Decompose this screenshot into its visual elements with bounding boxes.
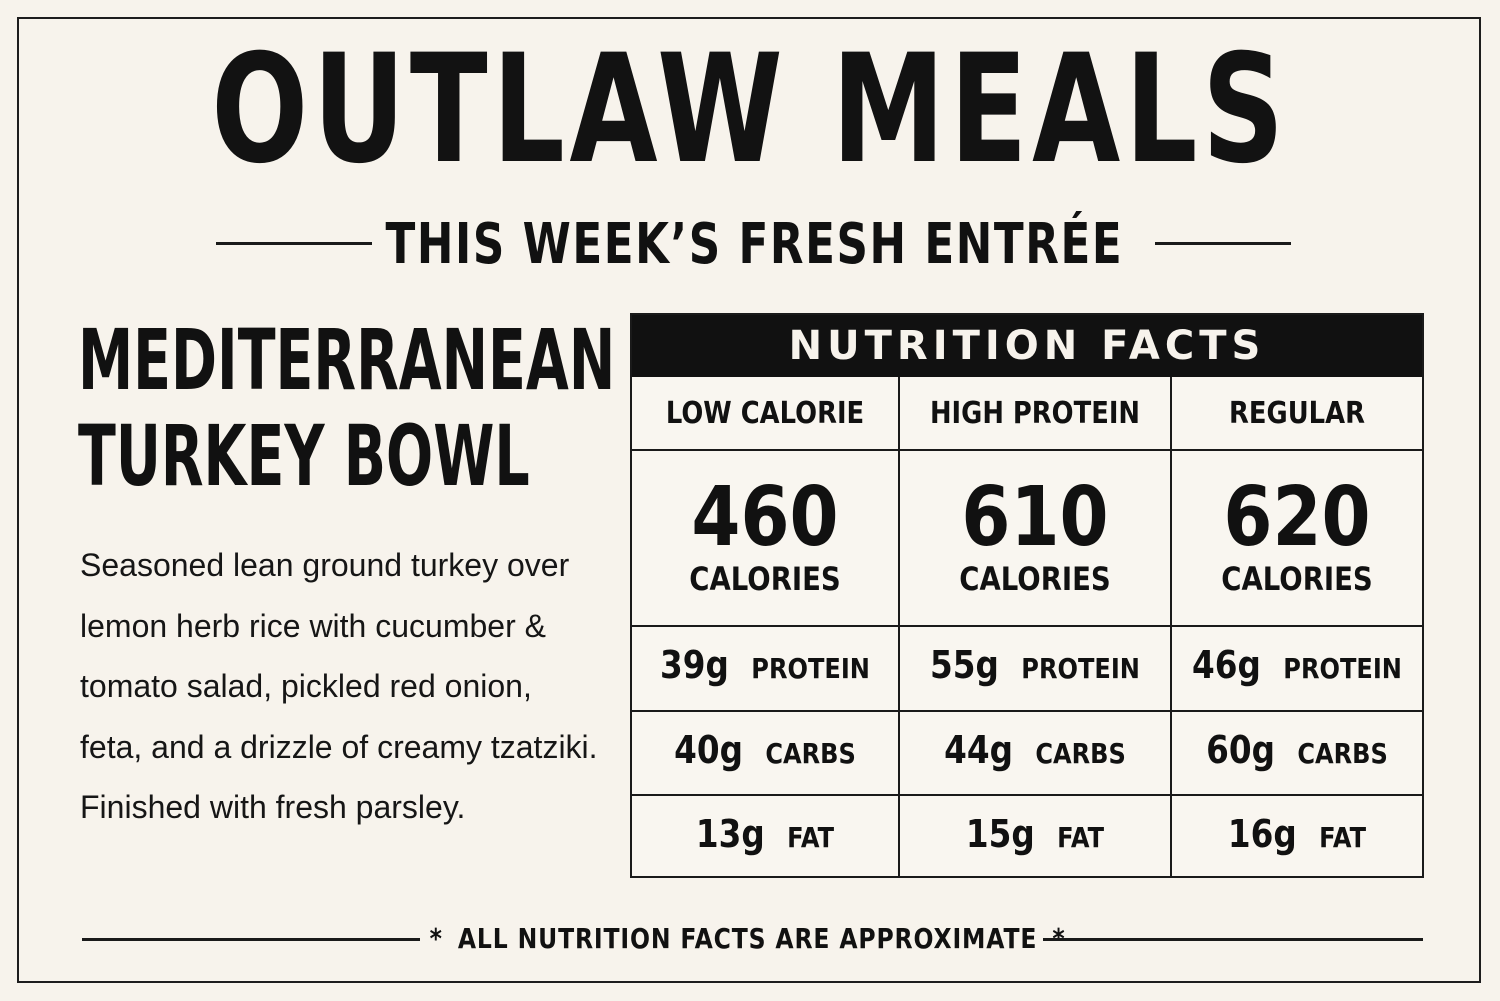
grid-rule-calories [632,625,1422,627]
footer-rule-left [82,938,420,941]
protein-high-protein: 55g PROTEIN [919,643,1151,687]
carbs-label: CARBS [1297,737,1388,770]
footer: *ALL NUTRITION FACTS ARE APPROXIMATE* [0,915,1500,963]
nutrition-table: NUTRITION FACTS LOW CALORIE 460 CALORIES… [630,313,1424,878]
grid-rule-head [632,449,1422,451]
carbs-amount: 40g [674,728,743,772]
grid-rule-protein [632,710,1422,712]
carbs-label: CARBS [1035,737,1126,770]
subtitle: THIS WEEK’S FRESH ENTRÉE [385,212,1124,277]
column-header-high-protein: HIGH PROTEIN [929,396,1141,431]
card-border [17,17,1481,983]
footer-note-line: *ALL NUTRITION FACTS ARE APPROXIMATE* [118,915,1378,963]
calories-value-regular: 620 [1223,470,1371,565]
fat-label: FAT [787,821,835,854]
fat-label: FAT [1319,821,1367,854]
protein-regular: 46g PROTEIN [1190,643,1405,687]
subtitle-rule-left [216,242,372,245]
fat-high-protein: 15g FAT [919,812,1151,856]
subtitle-row: THIS WEEK’S FRESH ENTRÉE [0,210,1500,280]
calories-label-regular: CALORIES [1221,560,1373,598]
fat-low-calorie: 13g FAT [651,812,880,856]
meal-description: Seasoned lean ground turkey over lemon h… [80,547,598,825]
protein-low-calorie: 39g PROTEIN [651,643,880,687]
fat-amount: 15g [965,812,1035,856]
fat-amount: 16g [1227,812,1297,856]
fat-amount: 13g [695,812,765,856]
footer-rule-right [1043,938,1423,941]
protein-label: PROTEIN [751,652,870,685]
meal-name: MEDITERRANEAN TURKEY BOWL [78,311,616,505]
carbs-label: CARBS [765,737,856,770]
nutrition-title: NUTRITION FACTS [632,315,1422,377]
carbs-amount: 60g [1206,728,1275,772]
carbs-regular: 60g CARBS [1190,728,1405,772]
column-header-low-calorie: LOW CALORIE [665,396,865,431]
protein-amount: 39g [660,643,729,687]
meal-name-line2: TURKEY BOWL [78,407,530,505]
calories-value-high-protein: 610 [961,470,1109,565]
fat-label: FAT [1057,821,1105,854]
protein-label: PROTEIN [1021,652,1140,685]
calories-label-low-calorie: CALORIES [689,560,841,598]
subtitle-rule-right [1155,242,1291,245]
grid-rule-carbs [632,794,1422,796]
fat-regular: 16g FAT [1190,812,1405,856]
brand-title: OUTLAW MEALS [211,23,1289,197]
asterisk-icon: * [429,922,443,955]
carbs-high-protein: 44g CARBS [919,728,1151,772]
protein-label: PROTEIN [1283,652,1402,685]
calories-value-low-calorie: 460 [691,470,839,565]
column-header-regular: REGULAR [1229,396,1365,431]
carbs-low-calorie: 40g CARBS [651,728,880,772]
meal-name-line1: MEDITERRANEAN [78,311,616,409]
carbs-amount: 44g [944,728,1013,772]
protein-amount: 55g [930,643,999,687]
protein-amount: 46g [1192,643,1261,687]
calories-label-high-protein: CALORIES [959,560,1111,598]
footer-note: ALL NUTRITION FACTS ARE APPROXIMATE [457,922,1038,955]
